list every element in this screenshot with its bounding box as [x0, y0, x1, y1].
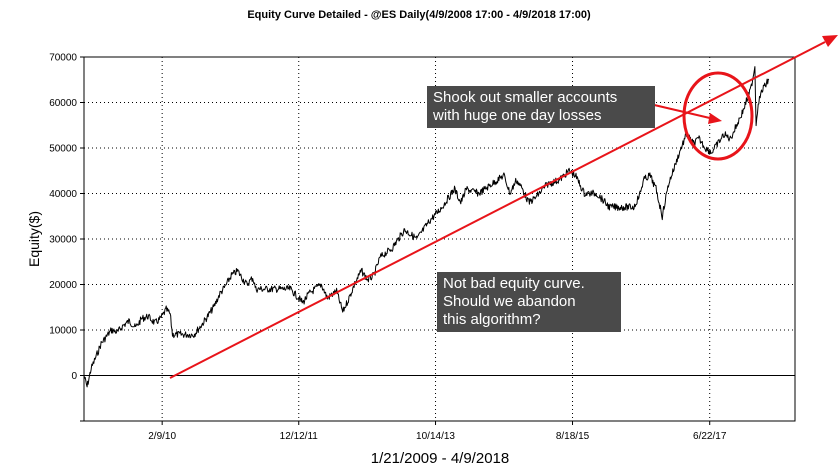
trend-arrow-head — [822, 35, 838, 47]
y-tick-label: 10000 — [49, 326, 77, 337]
annotation-line: Not bad equity curve. — [443, 275, 585, 292]
trend-line — [169, 41, 826, 379]
x-tick-label: 8/18/15 — [556, 431, 590, 442]
y-tick-label: 20000 — [49, 280, 77, 291]
annotation-line: Shook out smaller accounts — [433, 89, 618, 106]
chart-title: Equity Curve Detailed - @ES Daily(4/9/20… — [247, 9, 591, 21]
y-tick-label: 30000 — [49, 235, 77, 246]
x-tick-label: 6/22/17 — [693, 431, 727, 442]
x-tick-label: 2/9/10 — [148, 431, 176, 442]
x-axis-label: 1/21/2009 - 4/9/2018 — [370, 450, 510, 467]
y-axis-label: Equity($) — [26, 211, 42, 267]
x-tick-label: 10/14/13 — [416, 431, 455, 442]
y-tick-label: 40000 — [49, 189, 77, 200]
x-axis-ticks: 2/9/10 12/12/11 10/14/13 8/18/15 6/22/17 — [148, 421, 727, 442]
x-tick-label: 12/12/11 — [280, 431, 319, 442]
annotation-shook-out: Shook out smaller accounts with huge one… — [427, 86, 655, 128]
y-tick-label: 70000 — [49, 53, 77, 64]
equity-series-line — [83, 66, 770, 388]
annotation-line: this algorithm? — [443, 311, 541, 328]
series-lines — [83, 66, 770, 388]
pointer-arrow — [649, 103, 715, 120]
annotation-line: Should we abandon — [443, 293, 576, 310]
y-axis-ticks: 0 10000 20000 30000 40000 50000 60000 70000 — [49, 53, 84, 422]
y-tick-label: 50000 — [49, 144, 77, 155]
annotation-overlay — [169, 35, 838, 379]
y-tick-label: 0 — [71, 371, 77, 382]
annotation-line: with huge one day losses — [433, 107, 602, 124]
highlight-circle — [682, 71, 754, 161]
annotation-not-bad: Not bad equity curve. Should we abandon … — [437, 272, 621, 332]
y-tick-label: 60000 — [49, 98, 77, 109]
pointer-arrow-head — [708, 113, 722, 124]
